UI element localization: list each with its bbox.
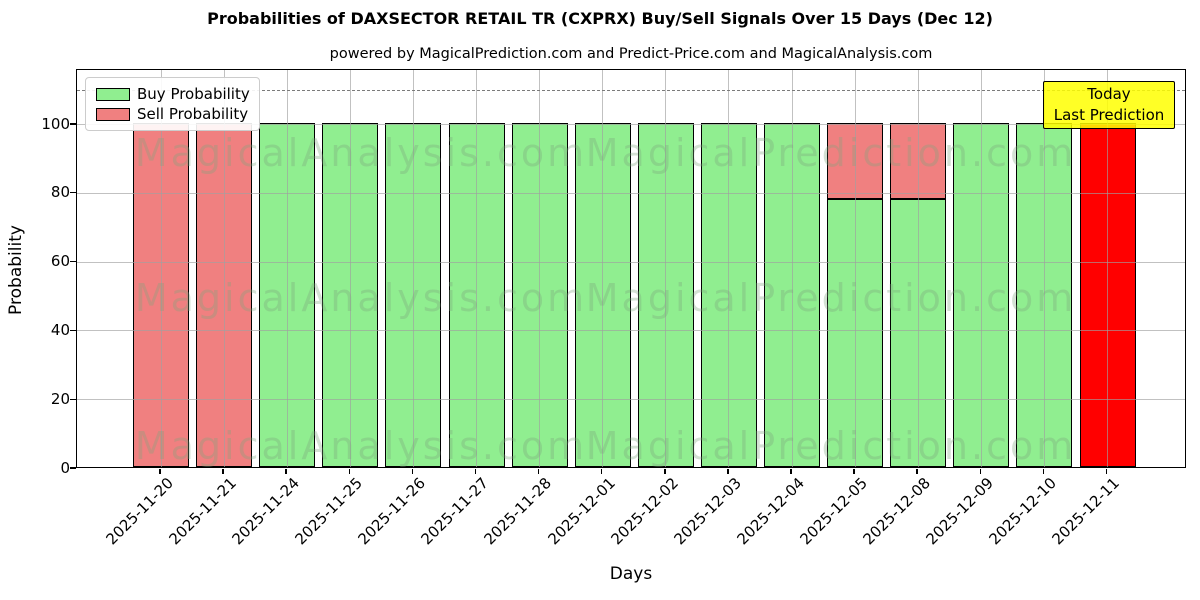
- x-tick: [1042, 469, 1045, 474]
- chart-title: Probabilities of DAXSECTOR RETAIL TR (CX…: [207, 9, 993, 28]
- today-annotation: Today Last Prediction: [1043, 81, 1175, 129]
- buy-segment-2025-12-03: [700, 123, 757, 467]
- x-tick: [853, 469, 855, 474]
- x-tick-label: 2025-12-05: [796, 474, 871, 549]
- x-tick: [222, 469, 224, 474]
- x-tick: [600, 469, 603, 474]
- plot-area: Buy Probability Sell Probability Today La…: [76, 69, 1186, 468]
- y-tick: [70, 192, 76, 194]
- legend-item: Sell Probability: [96, 104, 250, 124]
- x-tick-label: 2025-11-20: [102, 474, 177, 549]
- x-tick: [159, 469, 161, 474]
- buy-segment-2025-12-10: [1016, 123, 1073, 467]
- y-tick: [70, 467, 76, 469]
- y-tick-label: 40: [50, 320, 70, 339]
- x-tick: [474, 469, 477, 474]
- sell-segment-2025-11-21: [196, 123, 253, 467]
- x-tick-label: 2025-12-08: [859, 474, 934, 549]
- legend-label: Buy Probability: [137, 85, 250, 103]
- buy-segment-2025-11-27: [448, 123, 505, 467]
- y-tick: [70, 260, 76, 263]
- x-tick-label: 2025-11-24: [228, 474, 303, 549]
- x-tick: [348, 469, 351, 474]
- x-tick: [664, 469, 666, 474]
- x-tick-label: 2025-11-27: [417, 474, 493, 549]
- buy-segment-2025-12-01: [574, 123, 631, 467]
- legend-swatch-sell: [96, 107, 130, 121]
- x-tick-label: 2025-12-11: [1048, 474, 1124, 549]
- y-tick-label: 0: [60, 458, 70, 477]
- today-annotation-line2: Last Prediction: [1053, 106, 1165, 124]
- x-tick-label: 2025-11-26: [354, 474, 430, 549]
- y-tick-label: 60: [50, 252, 70, 271]
- x-tick-label: 2025-11-28: [480, 474, 556, 549]
- y-tick-label: 100: [41, 114, 70, 133]
- y-tick: [70, 123, 76, 125]
- sell-segment-2025-11-20: [133, 123, 189, 467]
- y-tick: [70, 398, 76, 400]
- buy-segment-2025-12-08: [890, 198, 947, 467]
- chart-subtitle: powered by MagicalPrediction.com and Pre…: [329, 46, 933, 62]
- x-axis-label: Days: [609, 564, 653, 584]
- legend-swatch-buy: [96, 87, 130, 101]
- buy-segment-2025-11-26: [385, 123, 442, 467]
- x-tick-label: 2025-12-10: [985, 474, 1061, 549]
- x-tick-label: 2025-12-03: [670, 474, 745, 549]
- sell-segment-2025-12-05: [827, 123, 884, 199]
- sell-segment-2025-12-11: [1079, 123, 1136, 467]
- x-tick-label: 2025-12-01: [544, 474, 619, 549]
- legend-label: Sell Probability: [137, 105, 249, 123]
- buy-segment-2025-12-05: [827, 198, 884, 467]
- legend: Buy Probability Sell Probability: [85, 77, 260, 131]
- x-tick-label: 2025-11-21: [165, 474, 240, 549]
- x-tick: [285, 469, 287, 474]
- x-tick-label: 2025-11-25: [291, 474, 367, 549]
- y-tick: [70, 329, 76, 332]
- x-tick-label: 2025-12-04: [733, 474, 808, 549]
- legend-item: Buy Probability: [96, 84, 250, 104]
- buy-segment-2025-12-09: [953, 123, 1010, 467]
- y-tick-label: 80: [50, 183, 70, 202]
- x-tick: [1105, 469, 1108, 474]
- x-tick: [979, 469, 982, 474]
- today-annotation-line1: Today: [1087, 85, 1131, 103]
- buy-segment-2025-12-04: [764, 123, 820, 467]
- x-tick: [537, 469, 540, 474]
- buy-segment-2025-11-25: [322, 123, 379, 467]
- buy-segment-2025-12-02: [637, 123, 694, 467]
- x-tick: [790, 469, 792, 474]
- x-tick-label: 2025-12-09: [922, 474, 998, 549]
- x-tick: [727, 469, 729, 474]
- buy-segment-2025-11-24: [259, 123, 316, 467]
- y-tick-label: 20: [50, 389, 70, 408]
- x-tick: [916, 469, 918, 474]
- x-tick: [411, 469, 414, 474]
- buy-segment-2025-11-28: [511, 123, 568, 467]
- sell-segment-2025-12-08: [890, 123, 947, 199]
